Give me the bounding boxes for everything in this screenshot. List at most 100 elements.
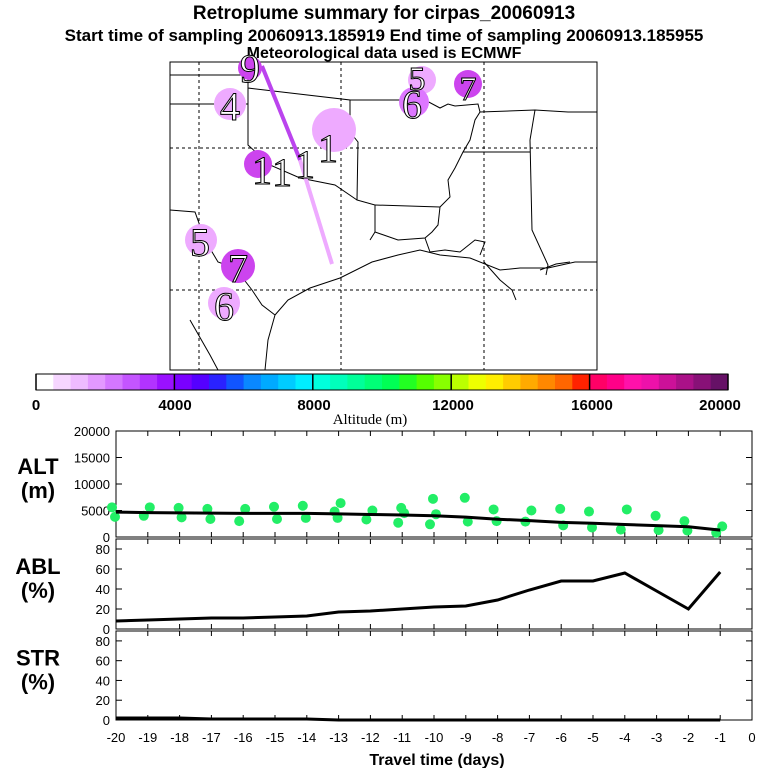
x-tick-label: -15 [266, 730, 285, 745]
colorbar-segment [433, 374, 452, 390]
centroid-1b [244, 150, 272, 178]
colorbar-tick: 16000 [571, 397, 613, 414]
colorbar-segment [36, 374, 54, 390]
colorbar-segment [555, 374, 573, 390]
x-tick-label: -17 [202, 730, 221, 745]
y-tick-label: 0 [103, 622, 110, 637]
alt-point [679, 516, 690, 527]
colorbar-segment [589, 374, 608, 390]
x-tick-label: -14 [297, 730, 316, 745]
y-tick-label: 15000 [74, 451, 110, 466]
alt-point [107, 502, 117, 513]
colorbar-segment [416, 374, 435, 390]
colorbar-segment [87, 374, 106, 390]
colorbar-segment [676, 374, 694, 390]
colorbar-segment [191, 374, 210, 390]
y-tick-label: 20000 [74, 424, 110, 439]
alt-point [144, 502, 155, 513]
y-tick-label: 40 [96, 673, 110, 688]
colorbar-tick: 20000 [699, 397, 741, 414]
y-tick-label: 0 [103, 713, 110, 728]
colorbar-segment [693, 374, 712, 390]
alt-point [173, 502, 184, 513]
alt-point [110, 511, 120, 522]
plume-label: 9 [240, 46, 260, 91]
abl-line [115, 571, 722, 623]
colorbar-segment [260, 374, 279, 390]
map-panel: 9 5 6 7 4 1 1 1 1 5 7 6 [169, 46, 598, 371]
centroid-7-top [454, 70, 482, 98]
centroid-1a [312, 108, 356, 152]
colorbar-tick: 4000 [158, 397, 191, 414]
plume-label: 1 [318, 126, 338, 171]
centroid-9 [238, 56, 262, 80]
colorbar-segment [468, 374, 487, 390]
x-tick-label: -19 [138, 730, 157, 745]
chart-title: Retroplume summary for cirpas_20060913 [192, 3, 576, 24]
x-tick-label: -10 [425, 730, 444, 745]
alt-point [205, 513, 216, 524]
colorbar-segment [485, 374, 504, 390]
panel-frame [115, 630, 753, 721]
colorbar-segment [364, 374, 383, 390]
x-tick-label: -4 [619, 730, 631, 745]
plume-label: 1 [272, 150, 292, 195]
x-tick-label: -7 [524, 730, 536, 745]
colorbar-segment [330, 374, 348, 390]
x-tick-label: -1 [714, 730, 726, 745]
panel-frame [115, 538, 753, 630]
centroid-4 [214, 88, 246, 120]
x-tick-label: -5 [587, 730, 599, 745]
alt-point [488, 504, 499, 515]
colorbar-segment [53, 374, 72, 390]
colorbar-segment [382, 374, 400, 390]
alt-point [587, 522, 597, 533]
x-tick-label: -8 [492, 730, 504, 745]
colorbar-segment [209, 374, 227, 390]
colorbar-segment [174, 374, 193, 390]
alt-point [615, 524, 626, 535]
y-tick-label: 0 [103, 530, 110, 545]
colorbar-label: Altitude (m) [333, 412, 408, 428]
alt-mean-line [115, 510, 721, 532]
colorbar-segment [139, 374, 158, 390]
y-tick-label: 40 [96, 582, 110, 597]
alt-point [555, 503, 566, 514]
colorbar-tick: 12000 [432, 397, 474, 414]
colorbar-segment [312, 374, 331, 390]
alt-point [428, 493, 438, 504]
plume-track-light [298, 159, 334, 265]
plume-label: 6 [214, 284, 234, 329]
y-axis-title: (%) [21, 670, 55, 695]
y-tick-label: 5000 [81, 504, 110, 519]
plume-track-dark [260, 65, 302, 161]
alt-point [272, 513, 282, 524]
str-line [116, 716, 721, 722]
colorbar-tick: 8000 [297, 397, 330, 414]
alt-point [393, 517, 404, 528]
alt-point [462, 516, 473, 527]
y-tick-label: 20 [96, 693, 110, 708]
alt-point [431, 509, 441, 520]
alt-point [297, 500, 308, 511]
plume-label: 7 [460, 71, 477, 108]
x-tick-label: -3 [651, 730, 663, 745]
colorbar-segment [537, 374, 556, 390]
alt-point [425, 519, 435, 530]
colorbar-segment [295, 374, 314, 390]
centroid-5-top [408, 66, 436, 94]
alt-point [459, 492, 470, 503]
colorbar-segment [606, 374, 625, 390]
alt-point [650, 510, 661, 521]
colorbar-segment [243, 374, 262, 390]
y-tick-label: 60 [96, 562, 110, 577]
alt-point [335, 498, 346, 509]
centroid-6 [208, 287, 240, 319]
x-tick-label: 0 [748, 730, 755, 745]
y-axis-title: ABL [15, 554, 60, 579]
alt-point [176, 512, 187, 523]
colorbar-segment [710, 374, 729, 390]
colorbar-segment [105, 374, 123, 390]
colorbar-segment [157, 374, 175, 390]
